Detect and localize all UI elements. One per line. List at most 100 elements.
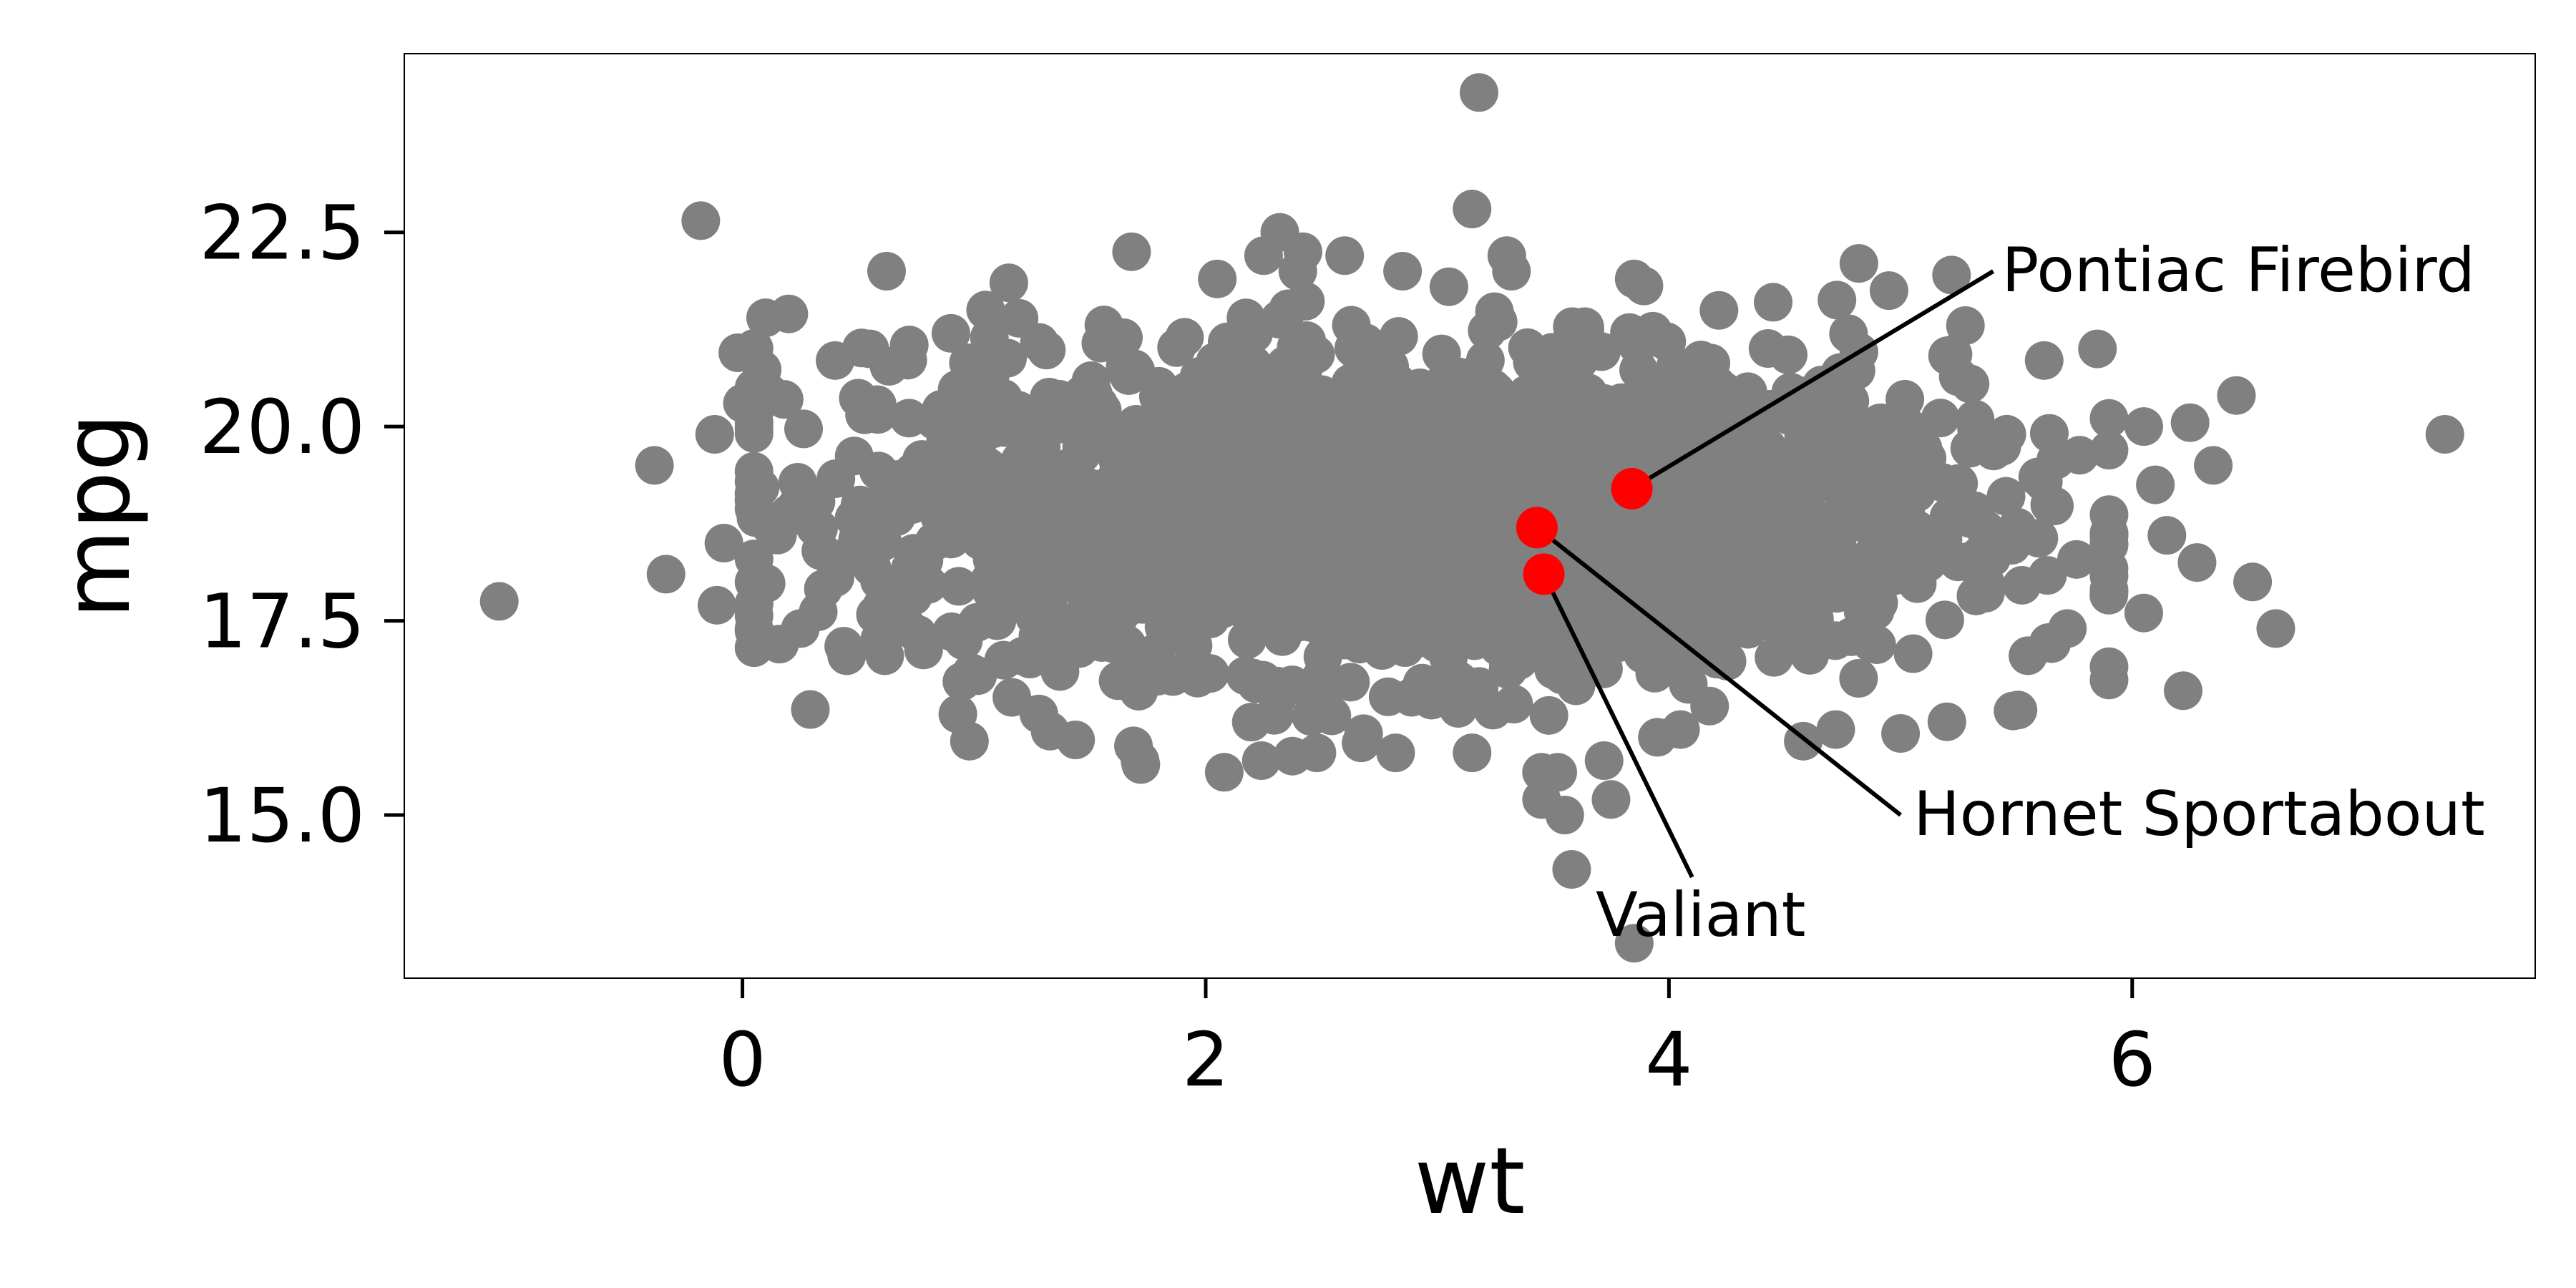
data-point — [2194, 446, 2233, 485]
data-point — [1681, 609, 1720, 648]
annotation-leader-line — [1541, 573, 1694, 879]
data-point — [1028, 580, 1068, 619]
data-point — [1568, 450, 1607, 489]
data-point — [1019, 694, 1058, 733]
data-point — [1077, 403, 1116, 442]
data-point — [860, 620, 899, 659]
data-point — [1417, 473, 1456, 512]
data-point — [2048, 609, 2087, 648]
data-point — [1283, 232, 1322, 271]
data-point — [834, 436, 874, 476]
data-point — [991, 469, 1030, 509]
highlighted-point — [1523, 553, 1565, 595]
data-point — [1947, 489, 1986, 528]
data-point — [791, 502, 831, 541]
data-point — [1418, 519, 1458, 559]
data-point — [1479, 597, 1518, 636]
data-point — [1610, 519, 1649, 558]
data-point — [1340, 547, 1379, 587]
data-point — [1315, 517, 1355, 557]
data-point — [1538, 753, 1578, 792]
annotation-label: Pontiac Firebird — [2002, 235, 2475, 306]
data-point — [1346, 323, 1385, 363]
data-point — [681, 201, 721, 240]
data-point — [479, 582, 519, 621]
data-point — [2163, 671, 2202, 711]
data-point — [2057, 540, 2096, 579]
data-point — [860, 561, 899, 600]
data-point — [1893, 634, 1933, 673]
data-point — [1815, 621, 1855, 660]
data-point — [2124, 593, 2163, 633]
data-point — [1889, 531, 1928, 570]
data-point — [2256, 609, 2296, 648]
axes-layer: 0 2 4 6 15.0 17.5 20.0 22.5 — [199, 190, 2155, 1103]
data-point — [1957, 409, 1996, 449]
data-point — [972, 571, 1011, 610]
data-point — [2035, 487, 2074, 526]
data-point — [723, 384, 762, 423]
data-point — [850, 329, 889, 369]
data-point — [1158, 565, 1198, 605]
data-point — [704, 524, 743, 562]
data-point — [1699, 291, 1739, 330]
data-point — [2217, 376, 2256, 415]
data-point — [1297, 560, 1336, 599]
data-point — [1378, 491, 1418, 530]
data-point — [957, 500, 997, 540]
data-point — [1860, 403, 1900, 442]
data-point — [1921, 399, 1960, 438]
y-tick-label: 15.0 — [199, 772, 365, 859]
data-point — [1885, 379, 1925, 419]
data-point — [1826, 419, 1865, 458]
y-tick-label: 20.0 — [199, 384, 365, 471]
data-point — [1616, 429, 1656, 469]
data-point — [1748, 329, 1787, 369]
data-point — [2009, 636, 2048, 675]
data-point — [950, 721, 989, 761]
data-point — [1136, 633, 1176, 672]
data-point — [1297, 733, 1337, 773]
data-point — [1287, 321, 1327, 361]
data-point — [1881, 714, 1921, 753]
data-point — [1204, 753, 1244, 792]
x-tick-label: 0 — [719, 1016, 766, 1103]
data-point — [1754, 283, 1793, 322]
data-point — [769, 294, 809, 333]
data-point — [1565, 307, 1604, 346]
data-point — [784, 409, 824, 449]
data-point — [1109, 356, 1148, 395]
data-point — [1908, 439, 1947, 478]
data-point — [1244, 575, 1284, 614]
annotation-label: Valiant — [1596, 879, 1806, 951]
highlighted-point — [1516, 507, 1558, 549]
data-point — [1110, 501, 1149, 540]
data-point — [2089, 431, 2129, 470]
data-point — [1848, 547, 1888, 587]
data-point — [1928, 336, 1967, 376]
data-point — [1545, 796, 1584, 834]
data-point — [781, 609, 820, 648]
data-point — [1584, 610, 1623, 650]
data-point — [1304, 672, 1344, 711]
data-point — [932, 519, 971, 559]
data-point — [1324, 620, 1364, 660]
data-point — [1438, 394, 1477, 433]
data-point — [889, 399, 929, 438]
data-point — [1235, 379, 1274, 418]
data-point — [937, 385, 976, 424]
data-point — [2089, 660, 2129, 700]
data-point — [1198, 259, 1237, 298]
annotation-leader-line — [1631, 269, 1995, 491]
data-point — [1925, 600, 1964, 640]
data-point — [1071, 361, 1111, 401]
data-point — [1529, 696, 1568, 735]
data-point — [1157, 328, 1196, 367]
data-point — [2170, 403, 2210, 442]
data-point — [1042, 509, 1081, 549]
data-point — [988, 338, 1028, 378]
data-point — [989, 263, 1028, 303]
data-point — [966, 291, 1005, 330]
data-point — [1779, 379, 1818, 418]
